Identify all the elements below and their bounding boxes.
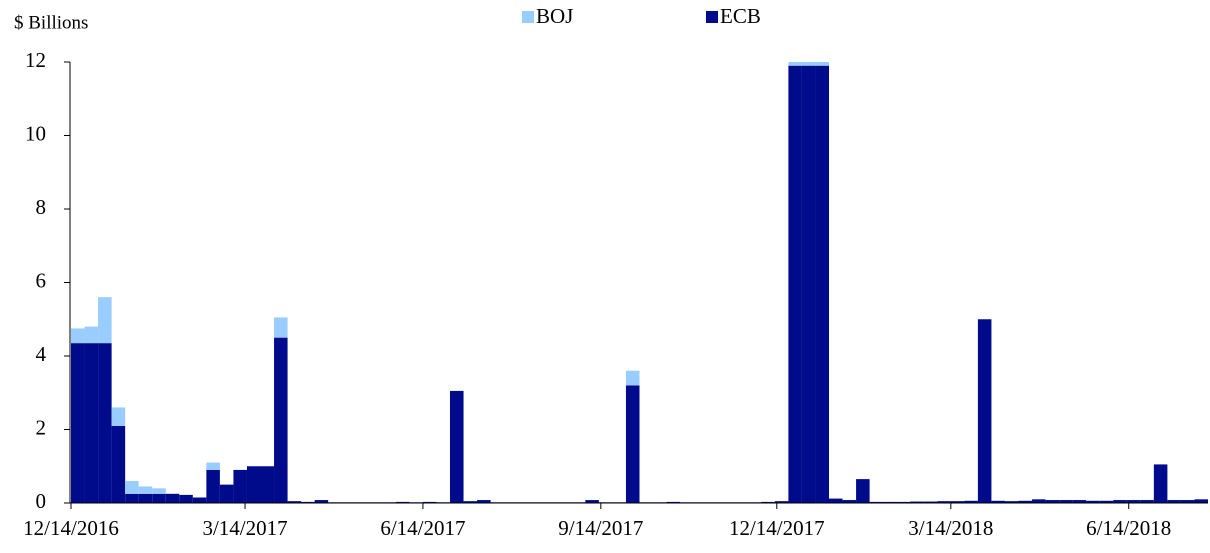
bar	[883, 501, 897, 503]
bar	[125, 480, 139, 494]
bar	[842, 500, 857, 503]
bar	[1072, 500, 1087, 503]
bar	[71, 343, 85, 503]
bar	[152, 488, 166, 494]
bar	[1086, 500, 1100, 503]
bar	[1126, 500, 1141, 503]
bar	[829, 498, 843, 503]
bar	[950, 501, 965, 503]
legend-label: ECB	[720, 4, 761, 28]
bar	[1153, 464, 1168, 503]
bar	[395, 501, 410, 503]
bar	[450, 390, 464, 503]
bar	[1140, 500, 1154, 503]
bar	[138, 486, 153, 494]
x-tick-label: 9/14/2017	[558, 516, 643, 540]
bar	[801, 65, 816, 504]
bar	[937, 501, 951, 503]
bar	[165, 493, 180, 503]
legend-label: BOJ	[536, 4, 573, 28]
bar	[896, 501, 911, 503]
bar	[301, 501, 315, 503]
legend-swatch	[522, 11, 534, 23]
legend-swatch	[706, 11, 718, 23]
bar	[788, 65, 802, 504]
bar	[815, 62, 829, 66]
bar	[815, 65, 829, 504]
bar	[1032, 499, 1046, 503]
bar	[1004, 501, 1019, 503]
bar	[625, 385, 640, 503]
x-tick-label: 6/14/2017	[380, 516, 465, 540]
bar	[274, 317, 288, 338]
bar	[666, 501, 681, 503]
bar	[274, 337, 288, 503]
bar	[1113, 500, 1127, 503]
bar	[111, 425, 126, 503]
bar	[1167, 500, 1181, 503]
bar	[233, 469, 247, 503]
bar	[923, 501, 938, 503]
bar	[463, 501, 478, 503]
y-tick-label: 2	[36, 415, 47, 439]
y-tick-label: 6	[36, 268, 47, 292]
bar	[152, 493, 166, 503]
bar	[422, 501, 437, 503]
bar	[314, 500, 329, 503]
x-tick-label: 3/14/2017	[202, 516, 287, 540]
bar	[964, 500, 978, 503]
bar	[856, 479, 870, 503]
bar	[206, 469, 220, 503]
bar	[84, 326, 99, 344]
x-tick-label: 6/14/2018	[1086, 516, 1171, 540]
bar	[801, 62, 816, 66]
bar	[869, 501, 884, 503]
y-tick-label: 4	[36, 342, 47, 366]
bar	[477, 500, 491, 503]
bar	[977, 319, 992, 503]
x-tick-label: 12/14/2016	[23, 516, 119, 540]
bar	[761, 501, 775, 503]
bar	[625, 370, 640, 386]
y-tick-label: 12	[25, 48, 46, 72]
bar	[206, 462, 220, 470]
bar	[1099, 500, 1114, 503]
bar	[1180, 500, 1195, 503]
bar	[910, 501, 924, 503]
x-tick-label: 3/14/2018	[908, 516, 993, 540]
bar	[246, 466, 261, 503]
bar	[179, 494, 193, 503]
bar	[585, 500, 599, 503]
bar	[1045, 500, 1060, 503]
bar	[1059, 500, 1073, 503]
bar	[192, 497, 207, 503]
bar	[991, 500, 1005, 503]
x-tick-label: 12/14/2017	[729, 516, 825, 540]
y-axis-label: $ Billions	[14, 12, 88, 33]
bar	[138, 493, 153, 503]
bar	[111, 407, 126, 426]
bar	[71, 328, 85, 344]
y-tick-label: 10	[25, 121, 46, 145]
bar	[1018, 500, 1033, 503]
bar	[788, 62, 802, 66]
bar	[98, 343, 112, 503]
bar	[1194, 499, 1208, 503]
bar	[125, 493, 139, 503]
bar	[260, 466, 275, 503]
y-tick-label: 8	[36, 195, 47, 219]
bar	[219, 484, 234, 503]
y-tick-label: 0	[36, 489, 47, 513]
bar	[98, 297, 112, 344]
bar	[774, 501, 789, 503]
bar	[84, 343, 99, 503]
bar	[287, 501, 302, 503]
